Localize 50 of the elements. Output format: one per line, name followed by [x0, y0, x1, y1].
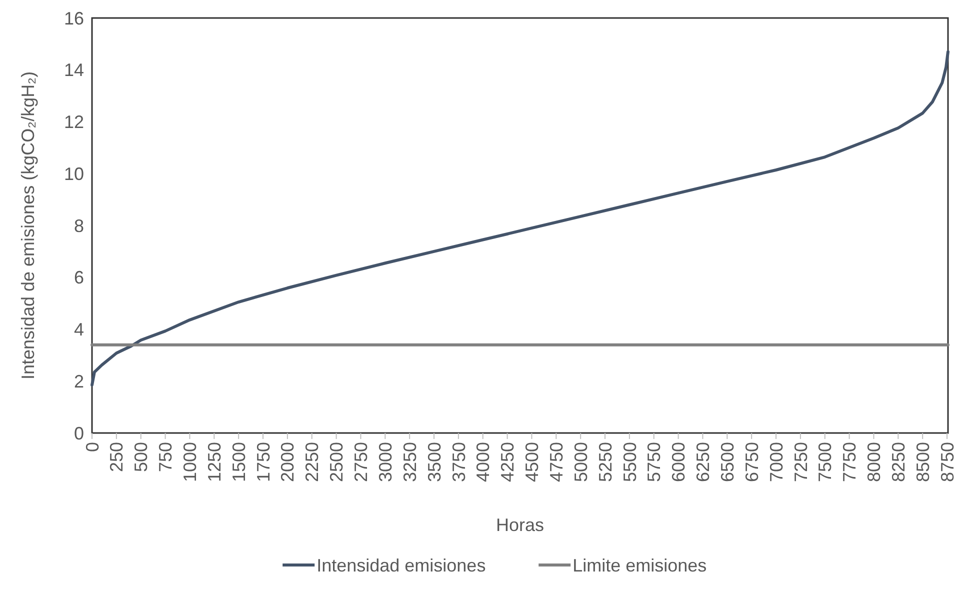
x-tick-label: 4000: [473, 442, 494, 482]
x-tick-label: 5250: [595, 442, 616, 482]
legend-label: Limite emisiones: [572, 555, 707, 576]
x-tick-label: 7750: [840, 442, 860, 482]
x-tick-label: 2500: [326, 442, 347, 482]
x-tick-label: 0: [82, 442, 102, 452]
y-tick-label: 14: [64, 60, 84, 80]
y-tick-label: 4: [74, 320, 84, 340]
x-tick-label: 8500: [912, 442, 933, 482]
x-tick-label: 4250: [498, 442, 518, 482]
line-series: [90, 50, 950, 387]
x-tick-label: 3750: [448, 442, 469, 482]
y-tick-label: 6: [74, 268, 84, 288]
x-tick-label: 5000: [570, 442, 591, 482]
y-tick-label: 8: [74, 216, 84, 236]
x-tick-label: 2250: [302, 442, 322, 482]
y-tick-label: 10: [64, 164, 84, 184]
x-tick-label: 750: [156, 442, 176, 472]
x-tick-label: 6000: [668, 442, 689, 482]
x-tick-label: 3000: [375, 442, 396, 482]
y-tick-label: 2: [74, 371, 84, 392]
y-axis-title: Intensidad de emisiones (kgCO₂/kgH₂): [18, 71, 38, 380]
x-tick-label: 5500: [620, 442, 640, 482]
x-tick-label: 4500: [522, 442, 542, 482]
x-tick-label: 7000: [766, 442, 786, 482]
x-tick-label: 4750: [546, 442, 566, 482]
x-tick-label: 7500: [815, 442, 836, 482]
x-tick-label: 8250: [888, 442, 908, 482]
x-tick-label: 6750: [742, 442, 762, 482]
y-tick-label: 16: [64, 8, 84, 28]
x-tick-label: 5750: [644, 442, 664, 482]
y-tick-label: 12: [64, 112, 84, 132]
x-tick-label: 1500: [228, 442, 249, 482]
x-tick-label: 1750: [253, 442, 274, 482]
x-axis-title: Horas: [496, 515, 544, 535]
x-tick-label: 8000: [864, 442, 884, 482]
x-tick-label: 2000: [278, 442, 298, 482]
y-tick-label: 0: [74, 423, 84, 444]
x-tick-label: 2750: [351, 442, 372, 482]
x-tick-label: 3250: [400, 442, 420, 482]
x-tick-label: 250: [106, 442, 127, 472]
legend-label: Intensidad emisiones: [316, 555, 486, 576]
x-tick-label: 1250: [204, 442, 224, 482]
x-tick-label: 6250: [693, 442, 714, 482]
x-tick-label: 3500: [424, 442, 444, 482]
x-tick-label: 6500: [717, 442, 738, 482]
x-tick-label: 8750: [937, 442, 958, 482]
x-tick-label: 1000: [180, 442, 200, 482]
x-tick-label: 500: [131, 442, 152, 472]
x-tick-label: 7250: [790, 442, 811, 482]
